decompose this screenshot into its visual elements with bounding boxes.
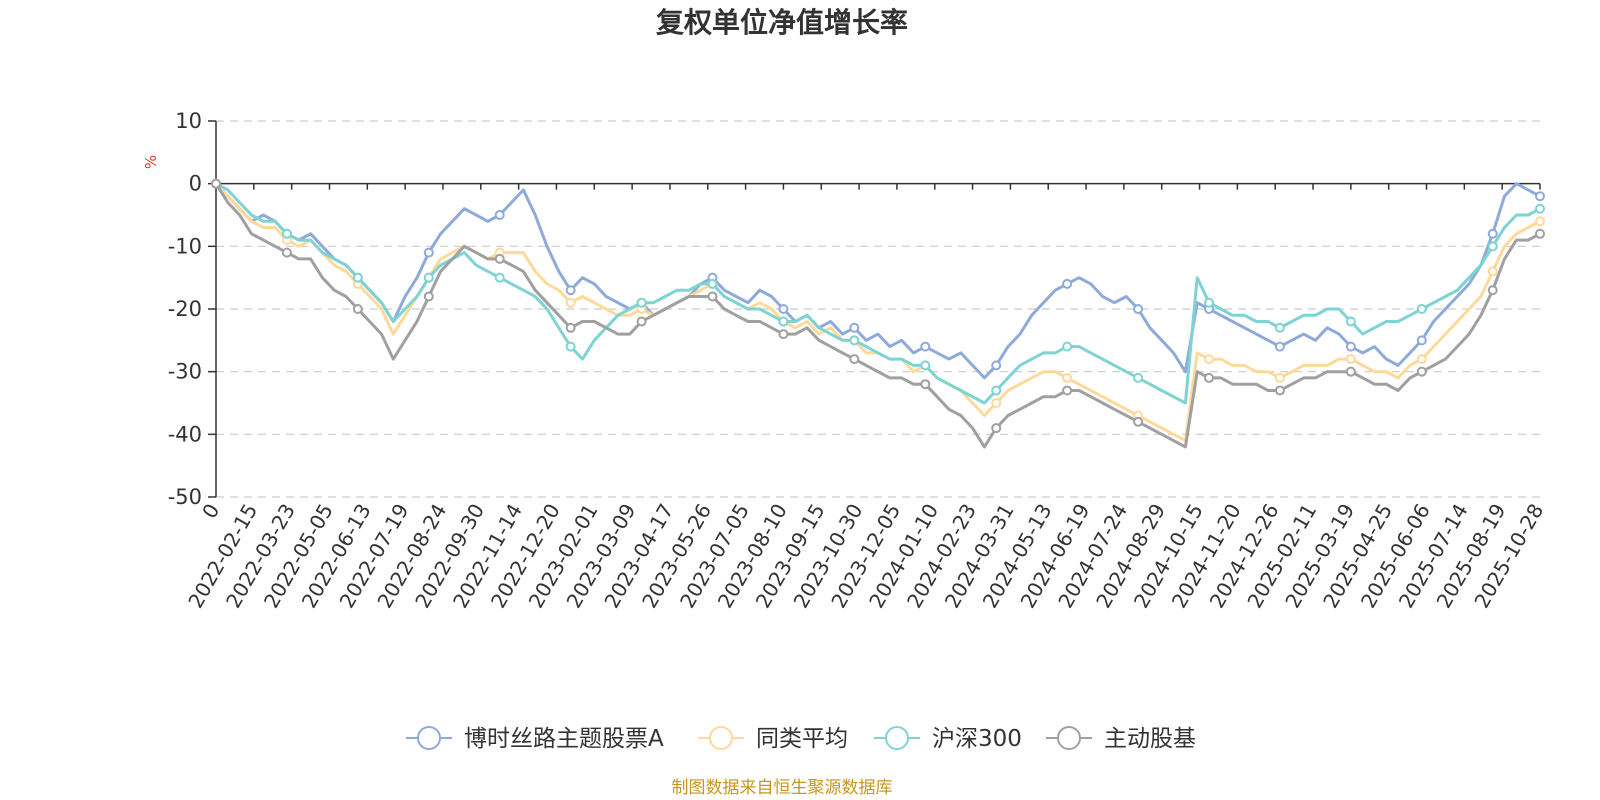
series-point — [1535, 228, 1545, 239]
series-line-3 — [214, 182, 1541, 449]
gridlines — [216, 120, 1540, 498]
legend-swatch-marker — [1057, 726, 1081, 750]
series-point — [565, 285, 576, 296]
series-point — [565, 341, 576, 352]
series-point — [1062, 385, 1073, 396]
series-point — [1535, 203, 1545, 214]
series-point — [494, 210, 505, 220]
series-point — [1345, 316, 1356, 327]
series-lines — [211, 178, 1545, 449]
legend-swatch-marker — [417, 726, 441, 750]
series-point — [281, 228, 292, 239]
series-point — [1133, 304, 1144, 314]
series-point — [1345, 341, 1356, 352]
series-point — [991, 360, 1002, 371]
legend-swatch-marker — [709, 726, 733, 750]
series-point — [991, 385, 1002, 396]
y-tick-label: -10 — [168, 234, 202, 258]
series-point — [707, 291, 718, 302]
series-point — [1274, 341, 1285, 352]
series-point — [636, 297, 647, 308]
series-point — [565, 297, 576, 308]
series-point — [565, 322, 576, 333]
series-point — [778, 316, 789, 327]
series-point — [352, 304, 363, 314]
series-point — [1274, 372, 1285, 383]
series-line-2 — [215, 182, 1541, 405]
legend-swatch-marker — [885, 726, 909, 750]
series-point — [1487, 228, 1498, 239]
series-point — [1274, 322, 1285, 333]
series-point — [494, 272, 505, 283]
legend-label: 博时丝路主题股票A — [464, 726, 664, 752]
series-point — [1416, 354, 1427, 365]
series-point — [1487, 266, 1498, 277]
series-point — [778, 304, 789, 314]
series-point — [849, 322, 860, 333]
series-point — [920, 379, 931, 390]
series-point — [1133, 372, 1144, 383]
series-point — [1416, 366, 1427, 377]
series-point — [423, 272, 434, 283]
series-point — [1487, 285, 1498, 296]
series-point — [1345, 366, 1356, 377]
series-point — [1487, 241, 1498, 252]
series-line-0 — [214, 182, 1541, 380]
series-point — [849, 335, 860, 346]
legend: 博时丝路主题股票A 同类平均 沪深300 主动股基 — [406, 726, 1196, 752]
series-point — [1062, 341, 1073, 352]
series-point — [1345, 354, 1356, 365]
series-point — [494, 253, 505, 264]
series-point — [281, 247, 292, 258]
series-point — [1416, 335, 1427, 346]
chart-title: 复权单位净值增长率 — [656, 6, 908, 39]
y-tick-label: 0 — [189, 172, 202, 196]
series-point — [1204, 354, 1214, 365]
y-tick-label: -20 — [168, 297, 202, 321]
series-point — [211, 178, 221, 189]
series-point — [778, 329, 789, 340]
series-point — [1416, 304, 1427, 314]
legend-label: 沪深300 — [932, 726, 1022, 752]
series-point — [1274, 385, 1285, 396]
series-point — [352, 272, 363, 283]
legend-item[interactable]: 同类平均 — [698, 726, 848, 752]
series-point — [636, 316, 647, 327]
series-point — [991, 398, 1002, 408]
legend-item[interactable]: 主动股基 — [1046, 726, 1196, 752]
source-note: 制图数据来自恒生聚源数据库 — [672, 778, 893, 798]
y-axis-unit: % — [142, 155, 160, 169]
series-point — [707, 278, 718, 289]
series-point — [920, 341, 931, 352]
legend-item[interactable]: 博时丝路主题股票A — [406, 726, 664, 752]
series-point — [1204, 372, 1214, 383]
legend-label: 同类平均 — [756, 726, 848, 752]
series-point — [1535, 191, 1545, 202]
series-point — [920, 360, 931, 371]
legend-label: 主动股基 — [1104, 726, 1196, 752]
series-point — [423, 291, 434, 302]
series-point — [991, 423, 1002, 434]
x-tick-label: 0 — [197, 500, 224, 523]
series-point — [423, 247, 434, 258]
series-point — [1204, 297, 1214, 308]
y-tick-label: 10 — [175, 109, 202, 133]
series-point — [1133, 416, 1144, 427]
y-tick-label: -40 — [168, 422, 202, 446]
y-tick-label: -30 — [168, 360, 202, 384]
series-point — [849, 354, 860, 365]
series-point — [1062, 372, 1073, 383]
series-point — [1535, 216, 1545, 227]
y-tick-label: -50 — [168, 485, 202, 509]
legend-item[interactable]: 沪深300 — [874, 726, 1022, 752]
series-point — [1062, 278, 1073, 289]
